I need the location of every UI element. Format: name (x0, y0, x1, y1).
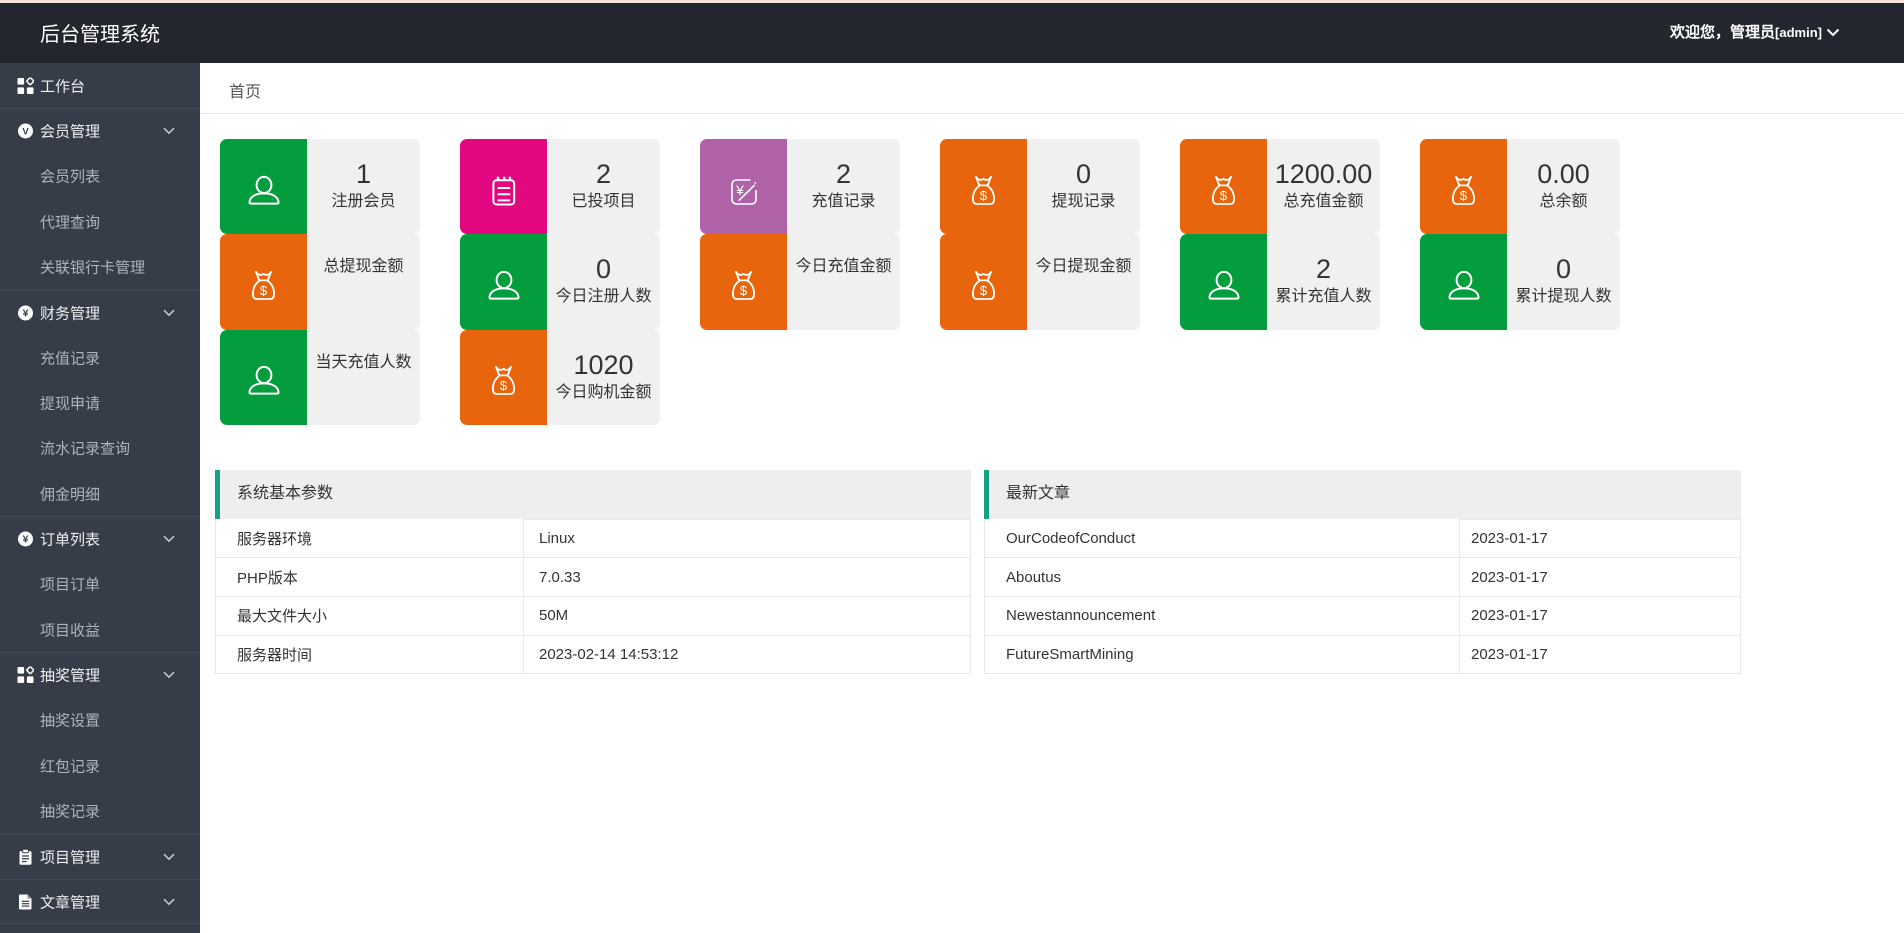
svg-text:$: $ (740, 283, 748, 298)
svg-text:$: $ (260, 283, 268, 298)
svg-text:$: $ (980, 187, 988, 202)
svg-text:$: $ (1220, 187, 1228, 202)
svg-text:¥: ¥ (735, 181, 744, 197)
svg-text:$: $ (500, 378, 508, 393)
svg-text:¥: ¥ (23, 307, 29, 319)
svg-text:V: V (22, 127, 29, 138)
svg-text:$: $ (1460, 187, 1468, 202)
svg-text:$: $ (980, 283, 988, 298)
svg-text:¥: ¥ (23, 534, 29, 546)
